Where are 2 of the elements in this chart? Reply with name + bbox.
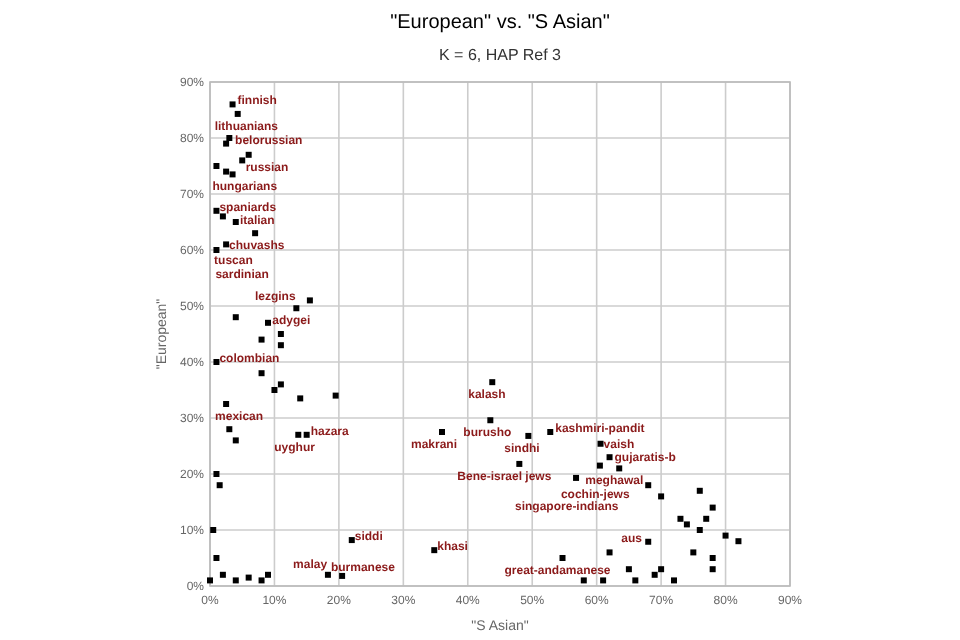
chart-subtitle: K = 6, HAP Ref 3 xyxy=(439,46,563,64)
chart-title: "European" vs. "S Asian" xyxy=(390,12,611,34)
